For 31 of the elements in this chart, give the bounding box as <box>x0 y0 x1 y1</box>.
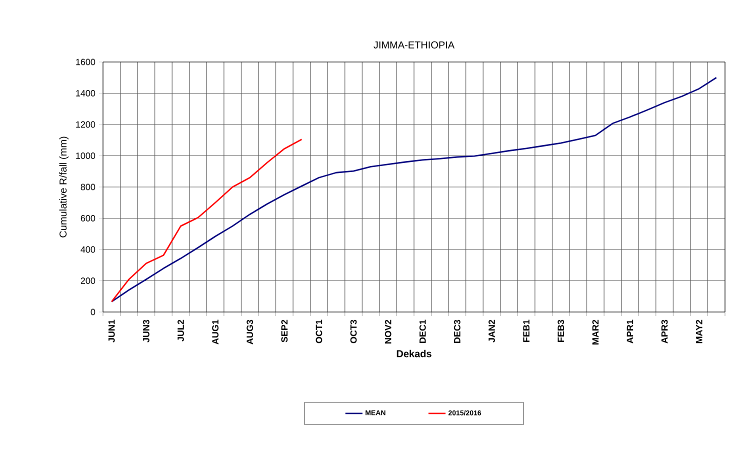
x-tick-label: APR1 <box>626 320 634 344</box>
x-tick-label: FEB1 <box>523 320 530 342</box>
y-tick-label: 1400 <box>76 90 96 96</box>
y-tick-label: 400 <box>80 246 96 253</box>
y-tick-label: 1600 <box>76 58 96 66</box>
x-tick-label: AUG1 <box>212 320 218 344</box>
y-tick-label: 1000 <box>76 152 96 159</box>
x-tick-label: SEP2 <box>281 320 288 342</box>
x-tick-label: FEB3 <box>558 320 564 342</box>
x-tick-label: OCT3 <box>350 320 357 344</box>
y-tick-label: 200 <box>80 278 96 284</box>
x-tick-label: OCT1 <box>316 320 322 344</box>
y-tick-label: 600 <box>80 215 96 222</box>
x-tick-label: AUG3 <box>246 320 254 344</box>
x-tick-label: APR3 <box>661 320 668 344</box>
y-tick-label: 1200 <box>76 121 96 128</box>
x-tick-label: JUL2 <box>178 320 184 342</box>
x-tick-label: JAN2 <box>488 320 495 342</box>
y-tick-label: 800 <box>80 184 96 190</box>
x-tick-label: NOV2 <box>384 320 392 344</box>
x-tick-label: JUN1 <box>108 320 115 342</box>
x-tick-label: DEC1 <box>419 320 426 343</box>
line-series <box>110 138 302 302</box>
y-axis-title: Cumulative R/fall (mm) <box>59 136 69 238</box>
chart-title: JIMMA-ETHIOPIA <box>374 41 455 48</box>
y-tick-label: 0 <box>90 308 96 316</box>
x-tick-label: MAY2 <box>696 320 702 344</box>
x-tick-label: DEC3 <box>454 320 460 343</box>
x-tick-label: JUN3 <box>143 320 150 342</box>
x-tick-label: MAR2 <box>592 320 599 344</box>
x-axis-title: Dekads <box>396 350 432 358</box>
